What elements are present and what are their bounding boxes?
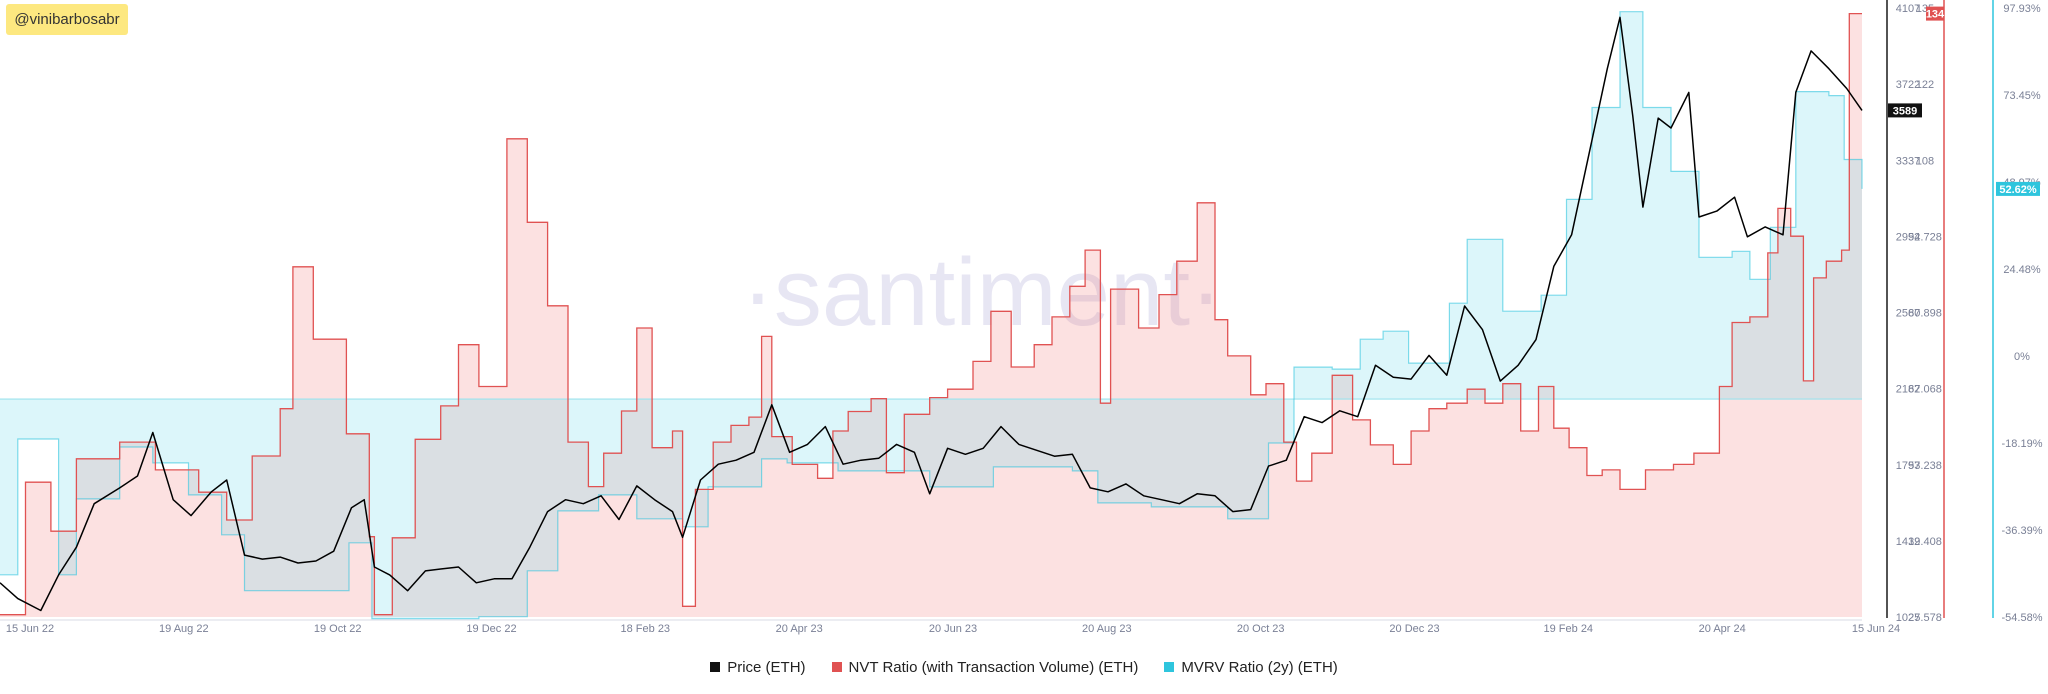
x-tick-label: 19 Feb 24 <box>1544 623 1594 635</box>
x-tick-label: 18 Feb 23 <box>621 623 671 635</box>
legend-swatch-price <box>710 662 721 672</box>
mvrv-tick-label: -18.19% <box>2002 438 2043 450</box>
x-tick-label: 20 Aug 23 <box>1082 623 1132 635</box>
legend-label-nvt: NVT Ratio (with Transaction Volume) (ETH… <box>848 658 1139 676</box>
legend-label-mvrv: MVRV Ratio (2y) (ETH) <box>1181 658 1338 676</box>
price-tick-label: 1412 <box>1896 536 1920 548</box>
chart-legend: Price (ETH) NVT Ratio (with Transaction … <box>0 656 2048 678</box>
x-tick-label: 20 Dec 23 <box>1389 623 1439 635</box>
x-tick-label: 19 Aug 22 <box>159 623 209 635</box>
legend-swatch-mvrv <box>1164 662 1175 672</box>
x-tick-label: 15 Jun 24 <box>1852 623 1900 635</box>
nvt-area <box>0 13 1862 618</box>
x-tick-label: 15 Jun 22 <box>6 623 54 635</box>
mvrv-tick-label: 0% <box>2014 351 2030 363</box>
legend-swatch-nvt <box>831 662 842 672</box>
x-tick-label: 20 Apr 24 <box>1699 623 1746 635</box>
nvt-tick-label: 108 <box>1916 155 1934 167</box>
x-tick-label: 19 Dec 22 <box>466 623 516 635</box>
nvt-tick-label: 94.728 <box>1908 231 1942 243</box>
nvt-tick-label: 53.238 <box>1908 460 1942 472</box>
price-tick-label: 1027 <box>1896 612 1920 624</box>
price-current-badge-label: 3589 <box>1893 105 1917 117</box>
price-current-badge <box>1888 103 1922 118</box>
nvt-tick-label: 67.068 <box>1908 384 1942 396</box>
legend-item-mvrv[interactable]: MVRV Ratio (2y) (ETH) <box>1164 658 1338 676</box>
mvrv-tick-label: 24.48% <box>2003 264 2041 276</box>
x-tick-label: 20 Apr 23 <box>776 623 823 635</box>
nvt-tick-label: 39.408 <box>1908 536 1942 548</box>
nvt-current-badge <box>1926 6 1944 21</box>
nvt-line <box>0 12 1862 616</box>
legend-item-nvt[interactable]: NVT Ratio (with Transaction Volume) (ETH… <box>831 658 1139 676</box>
x-tick-label: 20 Jun 23 <box>929 623 977 635</box>
price-line <box>0 16 1863 612</box>
mvrv-current-badge-label: 52.62% <box>1999 184 2037 196</box>
price-tick-label: 3337 <box>1896 155 1920 167</box>
nvt-tick-label: 80.898 <box>1908 308 1942 320</box>
mvrv-area <box>0 11 1862 619</box>
price-tick-label: 3722 <box>1896 79 1920 91</box>
nvt-tick-label: 25.578 <box>1908 612 1942 624</box>
mvrv-current-badge <box>1996 181 2040 196</box>
x-tick-label: 19 Oct 22 <box>314 623 362 635</box>
mvrv-tick-label: 97.93% <box>2003 3 2041 15</box>
legend-label-price: Price (ETH) <box>727 658 806 676</box>
mvrv-tick-label: -54.58% <box>2002 612 2043 624</box>
mvrv-tick-label: 73.45% <box>2003 90 2041 102</box>
price-tick-label: 1797 <box>1896 460 1920 472</box>
price-tick-label: 4107 <box>1896 3 1920 15</box>
price-tick-label: 2182 <box>1896 384 1920 396</box>
legend-item-price[interactable]: Price (ETH) <box>710 658 806 676</box>
x-tick-label: 20 Oct 23 <box>1237 623 1285 635</box>
mvrv-tick-label: -36.39% <box>2002 525 2043 537</box>
nvt-tick-label: 122 <box>1916 79 1934 91</box>
author-badge: @vinibarbosabr <box>6 4 128 35</box>
price-tick-label: 2567 <box>1896 308 1920 320</box>
mvrv-line <box>0 11 1863 620</box>
price-tick-label: 2952 <box>1896 231 1920 243</box>
nvt-current-badge-label: 134 <box>1926 9 1945 21</box>
